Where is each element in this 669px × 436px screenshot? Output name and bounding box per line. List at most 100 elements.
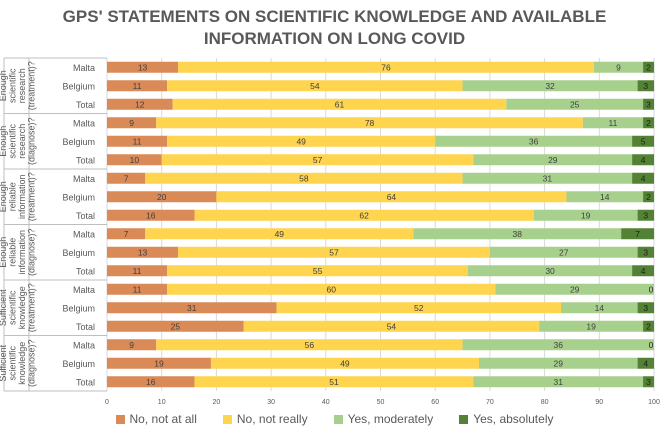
legend-item-not-at-all: No, not at all [115,412,197,426]
bar-segment [473,376,644,388]
bar-segment [107,209,195,221]
data-label: 7 [635,229,640,239]
x-tick-label: 60 [431,399,439,406]
group-label-line: Sufficient [0,289,8,326]
x-tick-label: 50 [377,399,385,406]
data-label: 3 [643,247,648,257]
legend-label: Yes, moderately [347,412,434,426]
data-label: 3 [646,99,651,109]
data-label: 31 [187,303,197,313]
data-label: 3 [646,377,651,387]
bar-segment [637,302,654,314]
row-label: Belgium [62,81,95,91]
data-label: 64 [387,192,397,202]
bar-segment [161,154,474,166]
data-label: 9 [129,118,134,128]
row-label: Malta [73,174,95,184]
x-tick-label: 10 [158,399,166,406]
data-label: 2 [646,62,651,72]
row-label: Total [76,377,95,387]
data-label: 31 [554,377,564,387]
data-label: 38 [513,229,523,239]
bar-segment [145,172,463,184]
bar-segment [210,357,479,369]
x-tick-label: 90 [595,399,603,406]
group-label: Sufficientscientificknowledge(treatment)… [0,283,36,332]
bar-segment [107,228,146,240]
bar-segment [495,283,654,295]
data-label: 49 [296,136,306,146]
data-label: 25 [171,321,181,331]
chart-title: GPS' STATEMENTS ON SCIENTIFIC KNOWLEDGE … [0,6,669,50]
bar-segment [637,246,654,258]
data-label: 36 [554,340,564,350]
data-label: 11 [133,136,142,146]
group-label-line: knowledge [17,342,27,385]
bar-segment [167,135,436,147]
bar-segment [643,320,654,332]
bar-segment [533,209,638,221]
data-label: 2 [646,192,651,202]
bar-segment [107,61,179,73]
group-label-line: Sufficient [0,344,8,381]
bar-segment [473,154,633,166]
bar-segment [216,191,567,203]
group-label-line: (diagnose)? [26,117,36,165]
chart-title-line-1: GPS' STATEMENTS ON SCIENTIFIC KNOWLEDGE … [62,7,607,26]
data-label: 36 [529,136,539,146]
x-tick-label: 30 [267,399,275,406]
bar-segment [643,98,654,110]
bar-segment [107,80,168,92]
bar-segment [107,357,211,369]
data-label: 16 [146,377,156,387]
legend-item-moderately: Yes, moderately [333,412,434,426]
legend-label: No, not at all [129,412,197,426]
row-label: Total [76,322,95,332]
group-label-line: information [17,230,27,275]
group-label-line: scientific [7,68,17,103]
data-label: 19 [581,210,591,220]
data-label: 58 [299,173,309,183]
group-label-line: (treatment)? [26,283,36,332]
bar-segment [167,80,463,92]
row-label: Belgium [62,359,95,369]
bar-segment [582,117,644,129]
bar-segment [156,117,583,129]
bar-segment [167,265,469,277]
legend-swatch [222,414,232,424]
x-tick-label: 40 [322,399,330,406]
bar-segment [172,98,507,110]
group-label-line: (diagnose)? [26,339,36,387]
bar-segment [468,265,633,277]
data-label: 4 [641,155,646,165]
group-label-line: Enough [0,237,8,268]
group-label-line: reliable [7,238,17,267]
data-label: 56 [305,340,315,350]
bar-segment [506,98,644,110]
data-label: 4 [643,358,648,368]
group-label-line: reliable [7,182,17,211]
data-label: 49 [275,229,285,239]
bar-segment [276,302,562,314]
data-label: 52 [414,303,424,313]
bar-segment [107,98,173,110]
group-label-line: (treatment)? [26,61,36,110]
legend-label: Yes, absolutely [473,412,554,426]
group-label-line: (diagnose)? [26,228,36,276]
data-label: 29 [570,284,580,294]
group-label-line: research [17,124,27,159]
data-label: 13 [138,62,148,72]
data-label: 14 [600,192,610,202]
data-label: 19 [154,358,164,368]
row-label: Total [76,155,95,165]
data-label: 49 [340,358,350,368]
row-label: Belgium [62,137,95,147]
group-label-line: Enough [0,126,8,157]
bar-segment [243,320,540,332]
bar-segment [107,117,157,129]
data-label: 10 [130,155,140,165]
bar-segment [462,80,638,92]
bar-segment [643,61,654,73]
bar-segment [178,61,594,73]
